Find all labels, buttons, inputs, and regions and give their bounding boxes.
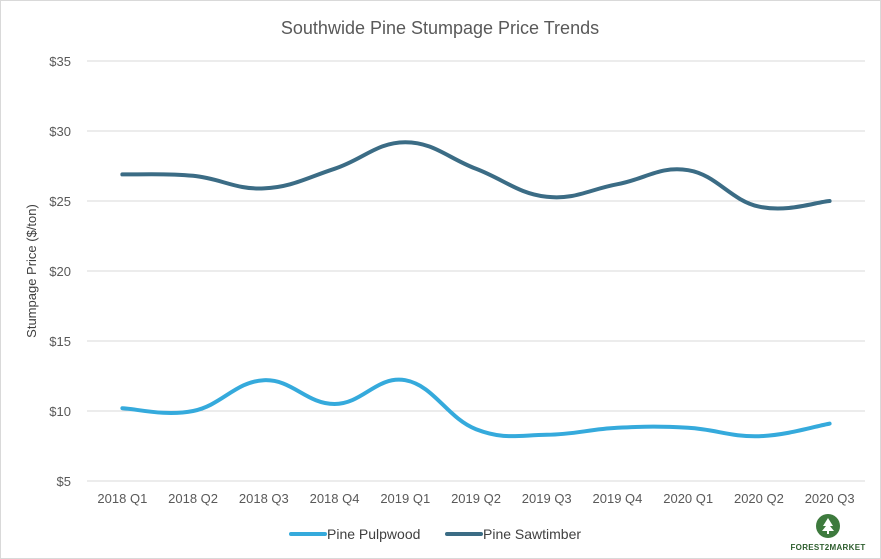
gridlines [87,60,865,482]
x-tick-label: 2020 Q2 [734,491,784,506]
x-tick-label: 2018 Q4 [310,491,360,506]
legend-label: Pine Pulpwood [327,526,420,542]
x-tick-label: 2019 Q3 [522,491,572,506]
x-tick-label: 2019 Q1 [380,491,430,506]
series-line-pine-sawtimber [120,140,832,211]
x-tick-label: 2018 Q1 [97,491,147,506]
chart-title: Southwide Pine Stumpage Price Trends [281,18,599,38]
y-tick-label: $10 [49,404,71,419]
y-tick-label: $20 [49,264,71,279]
forest-2-market-logo: FOREST2MARKET [790,514,865,552]
tree-icon [822,518,834,531]
legend-label: Pine Sawtimber [483,526,581,542]
x-tick-label: 2020 Q1 [663,491,713,506]
tree-trunk-icon [827,531,829,534]
y-tick-label: $35 [49,54,71,69]
x-tick-label: 2019 Q2 [451,491,501,506]
y-tick-label: $15 [49,334,71,349]
y-tick-label: $30 [49,124,71,139]
x-axis-ticks: 2018 Q1 2018 Q2 2018 Q3 2018 Q4 2019 Q1 2019 … [97,491,854,506]
y-tick-label: $25 [49,194,71,209]
series-line-pine-pulpwood [120,377,832,439]
y-axis-ticks: $5 $10 $15 $20 $25 $30 $35 [49,54,71,489]
legend: Pine Pulpwood Pine Sawtimber [289,526,581,542]
x-tick-label: 2018 Q3 [239,491,289,506]
x-tick-label: 2020 Q3 [805,491,855,506]
y-axis-title: Stumpage Price ($/ton) [24,204,39,338]
x-tick-label: 2018 Q2 [168,491,218,506]
series-lines [120,140,832,439]
y-tick-label: $5 [57,474,71,489]
logo-text: FOREST2MARKET [790,543,865,552]
x-tick-label: 2019 Q4 [593,491,643,506]
